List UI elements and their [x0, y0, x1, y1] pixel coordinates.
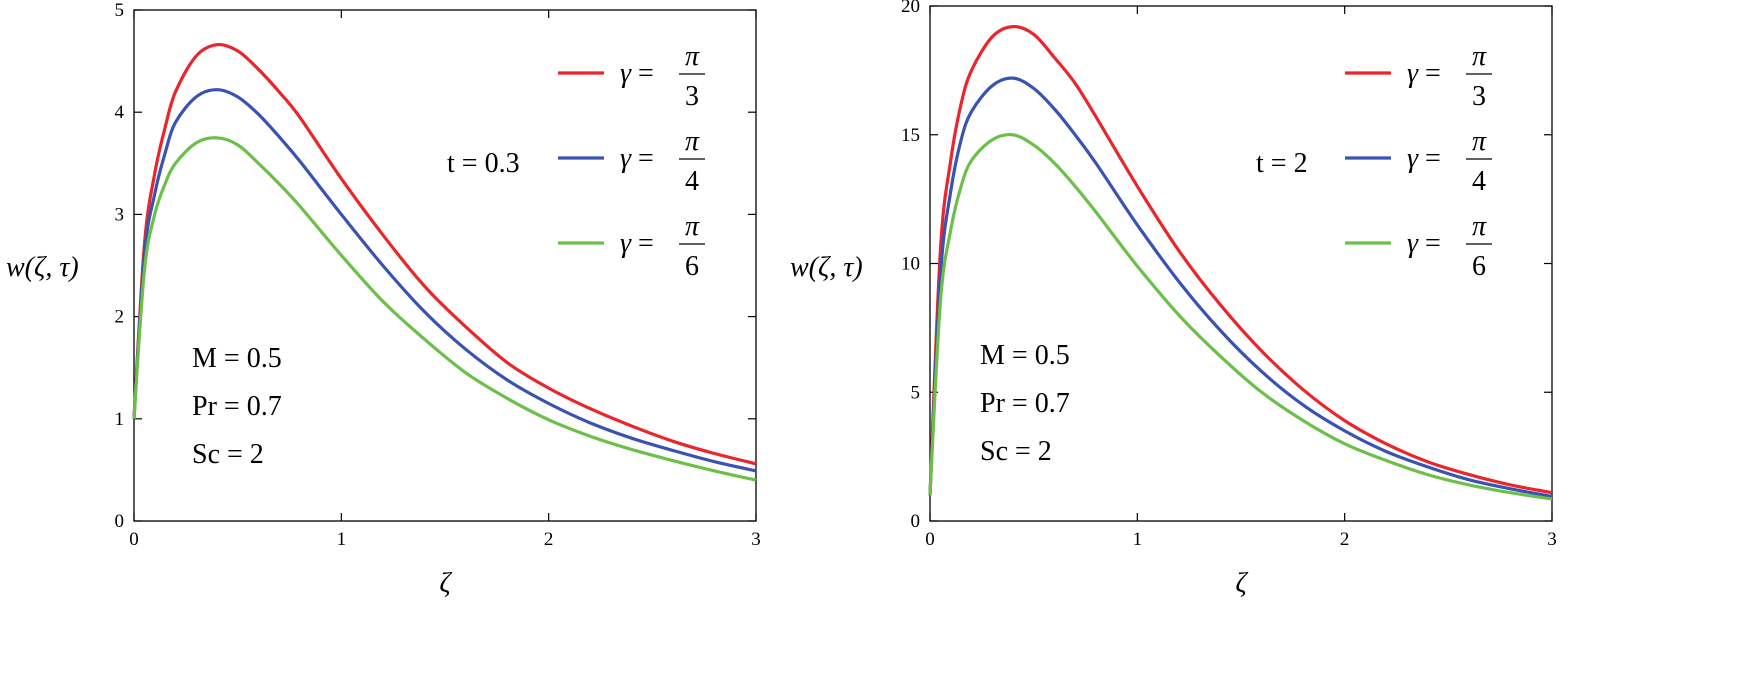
plot-frame: [133, 9, 757, 522]
x-tick-label: 1: [337, 529, 347, 550]
legend: γ = π 3 γ = π 4 γ = π 6: [558, 41, 705, 282]
param-pr: Pr = 0.7: [980, 388, 1070, 419]
legend-gamma-eq: γ =: [1407, 143, 1441, 174]
legend-gamma-denominator: 3: [685, 81, 699, 112]
x-tick-label: 0: [129, 529, 139, 550]
x-tick-label: 1: [1133, 529, 1143, 550]
time-label: t = 0.3: [447, 148, 520, 179]
time-label: t = 2: [1256, 148, 1308, 179]
curve-group: [132, 42, 757, 482]
y-tick-label: 3: [115, 204, 125, 225]
series-line-gamma-pi-over-6: [132, 136, 757, 482]
param-m: M = 0.5: [192, 343, 282, 374]
x-tick-label: 2: [1340, 529, 1350, 550]
legend-gamma-eq: γ =: [620, 58, 654, 89]
y-tick-label: 2: [115, 307, 125, 328]
param-pr: Pr = 0.7: [192, 391, 282, 422]
chart-right: 0 5 10 15 20 0 1 2 3 w(ζ, τ) ζ t = 2 M = 0.5 Pr …: [790, 0, 1557, 599]
legend-gamma-eq: γ =: [1407, 228, 1441, 259]
param-m: M = 0.5: [980, 340, 1070, 371]
legend-gamma-denominator: 6: [1472, 251, 1486, 282]
series-line-gamma-pi-over-4: [928, 76, 1553, 499]
x-axis-label: ζ: [1235, 568, 1248, 599]
legend-gamma-numerator: π: [685, 41, 700, 72]
x-axis-label: ζ: [439, 568, 452, 599]
series-line-gamma-pi-over-3: [928, 24, 1553, 496]
x-tick-label: 0: [925, 529, 935, 550]
legend-gamma-denominator: 6: [685, 251, 699, 282]
legend-gamma-eq: γ =: [1407, 58, 1441, 89]
x-tick-label: 3: [751, 529, 761, 550]
legend: γ = π 3 γ = π 4 γ = π 6: [1345, 41, 1492, 282]
y-tick-label: 4: [115, 102, 125, 123]
y-tick-label: 0: [115, 511, 125, 532]
param-sc: Sc = 2: [192, 439, 264, 470]
series-line-gamma-pi-over-3: [132, 42, 757, 466]
y-tick-label: 0: [911, 511, 921, 532]
legend-gamma-numerator: π: [685, 126, 700, 157]
y-tick-label: 1: [115, 409, 125, 430]
legend-gamma-numerator: π: [1472, 41, 1487, 72]
y-axis-label: w(ζ, τ): [6, 252, 79, 283]
chart-left: 0 1 2 3 4 5 0 1 2 3 w(ζ, τ) ζ t = 0.3 M = 0.5 Pr …: [6, 0, 761, 599]
x-tick-label: 3: [1547, 529, 1557, 550]
legend-gamma-numerator: π: [1472, 126, 1487, 157]
legend-gamma-numerator: π: [685, 211, 700, 242]
legend-gamma-numerator: π: [1472, 211, 1487, 242]
series-line-gamma-pi-over-4: [132, 88, 757, 473]
param-sc: Sc = 2: [980, 436, 1052, 467]
series-line-gamma-pi-over-6: [928, 132, 1553, 501]
y-axis-label: w(ζ, τ): [790, 252, 863, 283]
y-tick-label: 5: [115, 0, 125, 21]
legend-gamma-denominator: 4: [1472, 166, 1486, 197]
legend-gamma-eq: γ =: [620, 228, 654, 259]
legend-gamma-eq: γ =: [620, 143, 654, 174]
y-tick-label: 20: [901, 0, 920, 17]
curve-group: [928, 24, 1553, 501]
legend-gamma-denominator: 4: [685, 166, 699, 197]
y-tick-label: 15: [901, 125, 920, 146]
y-tick-label: 5: [911, 382, 921, 403]
tick-group: 0 5 10 15 20 0 1 2 3: [901, 0, 1557, 550]
x-tick-label: 2: [544, 529, 554, 550]
legend-gamma-denominator: 3: [1472, 81, 1486, 112]
tick-group: 0 1 2 3 4 5 0 1 2 3: [115, 0, 761, 550]
y-tick-label: 10: [901, 254, 920, 275]
